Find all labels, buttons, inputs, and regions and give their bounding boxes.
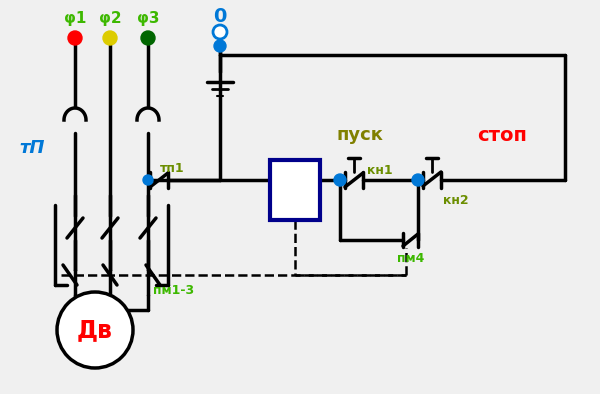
Text: φ3: φ3 (137, 11, 159, 26)
Circle shape (103, 31, 117, 45)
Circle shape (412, 174, 424, 186)
Text: кн1: кн1 (367, 164, 392, 177)
Text: стоп: стоп (477, 126, 527, 145)
Text: тП: тП (19, 139, 45, 157)
Text: кн2: кн2 (443, 193, 469, 206)
Circle shape (213, 25, 227, 39)
Text: φ2: φ2 (98, 11, 121, 26)
Bar (270, 160, 320, 220)
Text: 0: 0 (214, 6, 227, 26)
Text: пм4: пм4 (397, 251, 425, 264)
Text: Дв: Дв (77, 318, 113, 342)
Circle shape (334, 174, 346, 186)
Text: φ1: φ1 (64, 11, 86, 26)
Text: ПМ: ПМ (277, 171, 313, 190)
Circle shape (68, 31, 82, 45)
Circle shape (57, 292, 133, 368)
Text: пуск: пуск (337, 126, 383, 144)
Circle shape (214, 40, 226, 52)
Circle shape (143, 175, 153, 185)
Circle shape (141, 31, 155, 45)
Text: тп1: тп1 (160, 162, 185, 175)
Text: пм1-3: пм1-3 (153, 284, 194, 297)
